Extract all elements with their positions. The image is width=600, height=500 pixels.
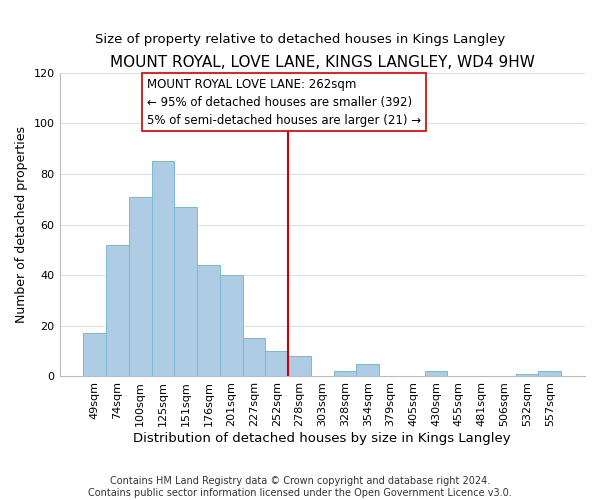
Bar	[425, 372, 448, 376]
Bar	[265, 351, 288, 376]
Bar	[175, 207, 197, 376]
Bar	[288, 356, 311, 376]
Bar	[83, 334, 106, 376]
Bar	[538, 372, 561, 376]
Text: MOUNT ROYAL LOVE LANE: 262sqm
← 95% of detached houses are smaller (392)
5% of s: MOUNT ROYAL LOVE LANE: 262sqm ← 95% of d…	[147, 78, 421, 126]
Y-axis label: Number of detached properties: Number of detached properties	[15, 126, 28, 323]
Bar	[220, 275, 242, 376]
Bar	[152, 161, 175, 376]
Bar	[334, 372, 356, 376]
Text: Size of property relative to detached houses in Kings Langley: Size of property relative to detached ho…	[95, 32, 505, 46]
Bar	[106, 245, 129, 376]
Bar	[197, 265, 220, 376]
Bar	[356, 364, 379, 376]
Bar	[515, 374, 538, 376]
Title: MOUNT ROYAL, LOVE LANE, KINGS LANGLEY, WD4 9HW: MOUNT ROYAL, LOVE LANE, KINGS LANGLEY, W…	[110, 55, 535, 70]
Bar	[129, 196, 152, 376]
Text: Contains HM Land Registry data © Crown copyright and database right 2024.
Contai: Contains HM Land Registry data © Crown c…	[88, 476, 512, 498]
Bar	[242, 338, 265, 376]
X-axis label: Distribution of detached houses by size in Kings Langley: Distribution of detached houses by size …	[133, 432, 511, 445]
